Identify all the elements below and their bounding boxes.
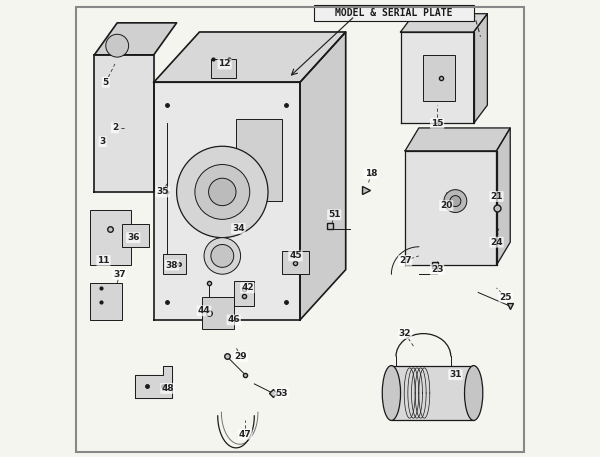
Text: 42: 42 bbox=[241, 283, 254, 292]
Circle shape bbox=[195, 165, 250, 219]
Polygon shape bbox=[473, 14, 487, 123]
Bar bbox=[282, 251, 309, 274]
Polygon shape bbox=[405, 151, 497, 265]
Text: 25: 25 bbox=[499, 292, 512, 302]
Text: 18: 18 bbox=[365, 169, 377, 178]
Text: 46: 46 bbox=[227, 315, 240, 324]
Text: 38: 38 bbox=[166, 260, 178, 270]
Bar bbox=[391, 366, 473, 420]
Bar bbox=[234, 281, 254, 306]
Polygon shape bbox=[497, 128, 510, 265]
Circle shape bbox=[211, 244, 234, 267]
Text: 15: 15 bbox=[431, 119, 443, 128]
Text: 31: 31 bbox=[449, 370, 461, 379]
Text: 48: 48 bbox=[161, 384, 174, 393]
Bar bbox=[90, 283, 122, 320]
Circle shape bbox=[106, 34, 128, 57]
Polygon shape bbox=[405, 128, 510, 151]
Bar bbox=[236, 119, 282, 201]
Text: 20: 20 bbox=[440, 201, 452, 210]
Bar bbox=[163, 254, 186, 274]
Text: 29: 29 bbox=[234, 352, 247, 361]
Text: 5: 5 bbox=[103, 78, 109, 87]
Text: 3: 3 bbox=[100, 137, 106, 146]
Circle shape bbox=[209, 178, 236, 206]
Text: 23: 23 bbox=[431, 265, 443, 274]
Text: 36: 36 bbox=[127, 233, 139, 242]
Text: 32: 32 bbox=[399, 329, 412, 338]
Polygon shape bbox=[401, 32, 473, 123]
Polygon shape bbox=[154, 32, 346, 82]
Ellipse shape bbox=[382, 366, 401, 420]
Text: 51: 51 bbox=[328, 210, 341, 219]
Circle shape bbox=[176, 146, 268, 238]
Circle shape bbox=[204, 238, 241, 274]
Circle shape bbox=[450, 196, 461, 207]
Polygon shape bbox=[300, 32, 346, 320]
Text: 21: 21 bbox=[490, 192, 503, 201]
Bar bbox=[202, 297, 234, 329]
Text: 37: 37 bbox=[113, 270, 126, 279]
Polygon shape bbox=[136, 366, 172, 398]
Text: 45: 45 bbox=[289, 251, 302, 260]
Text: MODEL & SERIAL PLATE: MODEL & SERIAL PLATE bbox=[335, 8, 452, 18]
Ellipse shape bbox=[464, 366, 483, 420]
Text: 11: 11 bbox=[97, 256, 110, 265]
Bar bbox=[122, 224, 149, 247]
Text: 24: 24 bbox=[490, 238, 503, 247]
Polygon shape bbox=[94, 55, 154, 192]
Polygon shape bbox=[94, 23, 176, 55]
Circle shape bbox=[444, 190, 467, 213]
Text: 12: 12 bbox=[218, 59, 231, 69]
Bar bbox=[314, 5, 473, 21]
Text: 2: 2 bbox=[112, 123, 118, 133]
Polygon shape bbox=[401, 14, 487, 32]
Text: 35: 35 bbox=[157, 187, 169, 197]
Text: 44: 44 bbox=[197, 306, 211, 315]
Text: 53: 53 bbox=[275, 388, 288, 398]
Text: 34: 34 bbox=[232, 224, 245, 233]
Bar bbox=[90, 210, 131, 265]
Text: 47: 47 bbox=[239, 430, 251, 439]
Text: 27: 27 bbox=[399, 256, 412, 265]
Bar bbox=[424, 55, 455, 101]
Bar bbox=[211, 59, 236, 78]
Polygon shape bbox=[154, 82, 300, 320]
